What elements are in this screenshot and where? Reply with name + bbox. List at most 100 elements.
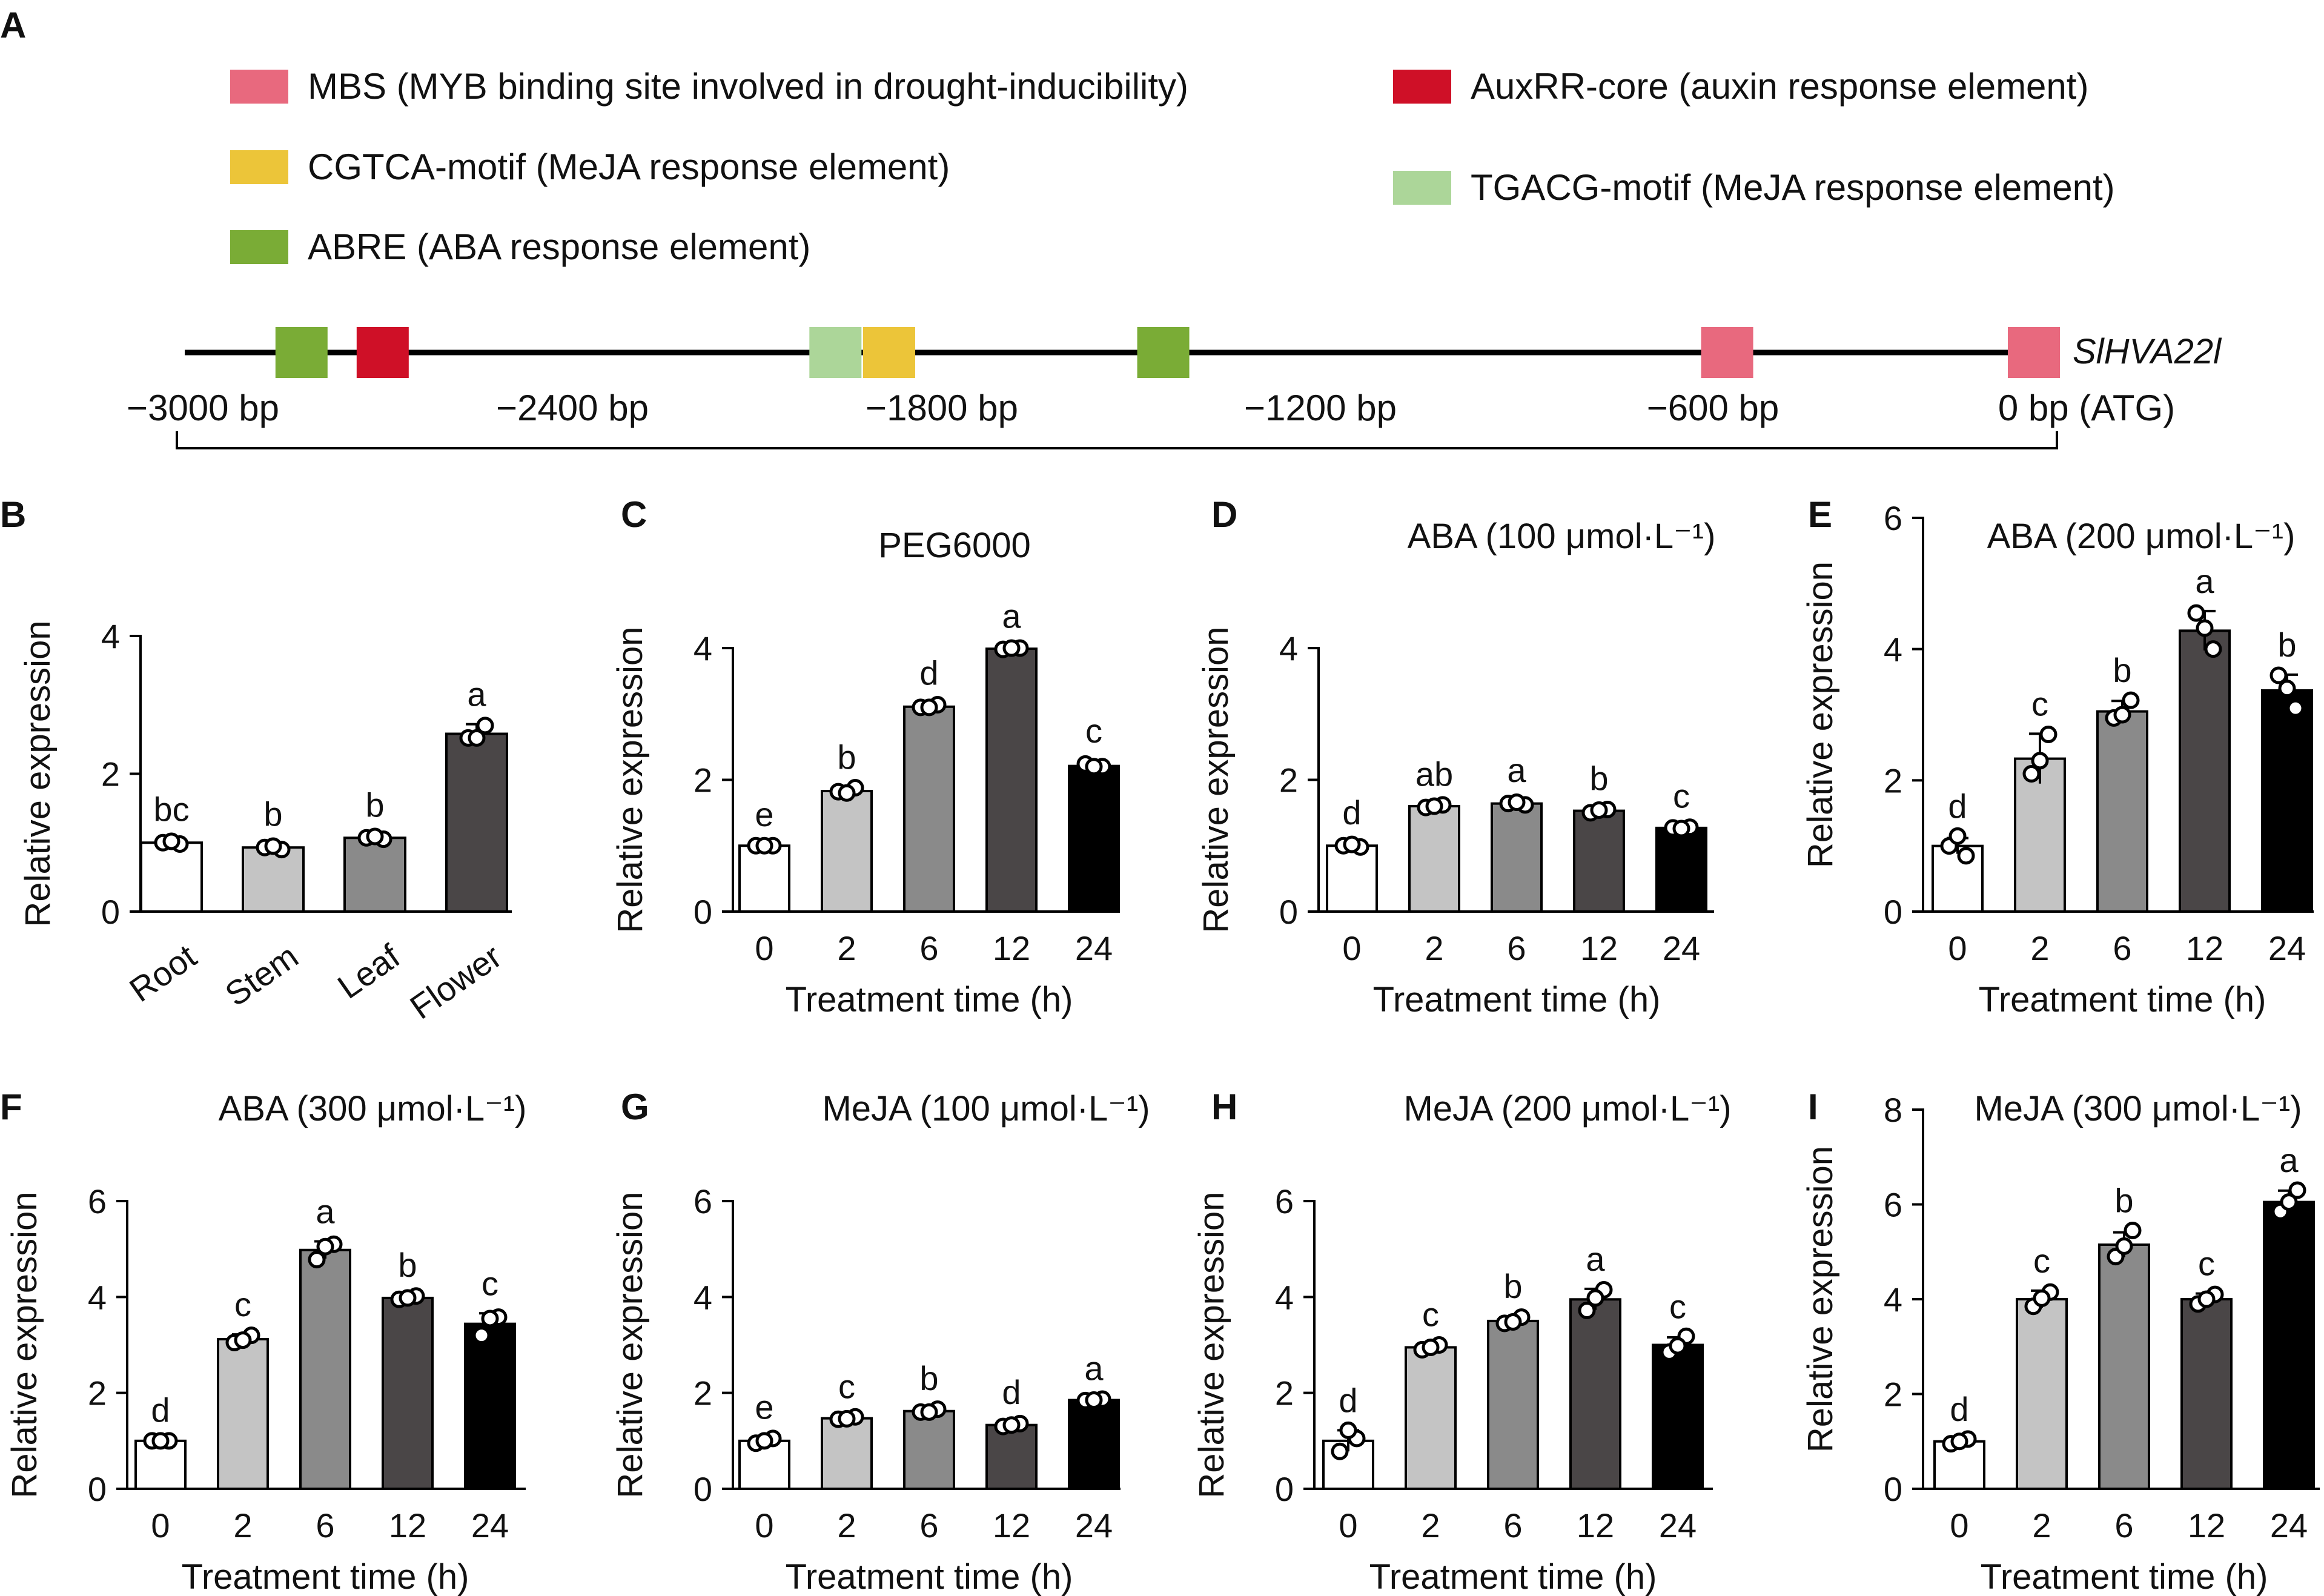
y-tick-label-g: 4 [694,1278,712,1316]
bar-f-12 [382,1296,434,1491]
bar-d-2 [1408,805,1460,913]
bar-i-6 [2098,1243,2150,1490]
data-point-i [2033,1289,2051,1307]
y-tick-label-e: 4 [1884,631,1902,669]
panel-letter-h: H [1211,1087,1237,1127]
bar-c-2 [821,789,873,913]
x-tick-label-h: 0 [1339,1506,1357,1545]
x-axis-label-d: Treatment time (h) [1373,980,1661,1019]
x-tick-label-d: 24 [1663,929,1700,967]
data-point-b [162,832,180,850]
bar-i-12 [2180,1298,2233,1490]
chart-title-g: MeJA (100 μmol·L⁻¹) [822,1089,1150,1128]
y-axis-label-i: Relative expression [1801,1146,1840,1452]
sig-label-c: c [1085,712,1102,750]
y-axis-label-g: Relative expression [611,1191,650,1498]
legend-label-cgtca: CGTCA-motif (MeJA response element) [308,147,950,187]
x-tick-label-g: 6 [919,1506,938,1545]
sig-label-f: c [234,1285,251,1323]
sig-label-c: b [837,738,856,776]
x-tick-label-i: 12 [2188,1506,2225,1545]
position-labels: −3000 bp −2400 bp −1800 bp −1200 bp −600… [127,388,2175,428]
y-tick-label-h: 2 [1275,1374,1294,1412]
y-tick-label-h: 0 [1275,1470,1294,1508]
bar-h-24 [1652,1343,1704,1490]
sig-label-f: b [398,1246,417,1284]
x-tick-label-c: 2 [837,929,856,967]
promoter-element-auxrr-core [356,327,409,378]
data-point-f [472,1326,491,1345]
x-axis-label-g: Treatment time (h) [786,1557,1073,1596]
x-tick-label-f: 24 [471,1506,509,1545]
bar-c-6 [903,705,955,913]
sig-label-g: a [1084,1349,1104,1387]
x-tick-label-f: 2 [233,1506,252,1545]
sig-label-b: bc [153,790,189,829]
data-point-b [264,837,282,855]
data-point-c [838,784,856,802]
x-tick-label-e: 0 [1948,929,1967,967]
data-point-f [234,1331,252,1349]
x-tick-label-i: 6 [2114,1506,2133,1545]
bar-d-6 [1491,802,1543,913]
panel-letter-i: I [1808,1087,1818,1127]
y-tick-label-f: 2 [88,1374,107,1412]
sig-label-i: c [2198,1245,2215,1283]
sig-label-d: ab [1415,755,1453,793]
chart-b: 0 2 4 Relative expression bc Root b Stem b Leaf a F… [18,617,512,1027]
data-point-h [1339,1421,1357,1439]
bar-i-2 [2016,1298,2068,1490]
data-point-h [1586,1289,1604,1307]
y-tick-label-i: 4 [1884,1280,1902,1319]
y-tick-label-d: 0 [1279,893,1298,931]
sig-label-h: d [1339,1381,1357,1419]
position-label: −2400 bp [496,388,649,428]
promoter-element-abre [1137,327,1190,378]
y-axis-label-c: Relative expression [611,626,650,933]
sig-label-i: d [1950,1390,1968,1428]
bar-g-2 [821,1417,873,1490]
legend-item-auxrr: AuxRR-core (auxin response element) [1393,66,2088,107]
data-point-d [1425,797,1443,815]
sig-label-g: e [755,1388,773,1426]
legend-swatch-auxrr [1393,70,1451,104]
data-point-e [2113,706,2131,724]
y-axis-label-b: Relative expression [18,620,58,927]
y-tick-label-b: 4 [101,617,120,655]
bar-h-12 [1569,1298,1621,1491]
data-point-f [316,1237,334,1256]
data-point-c [920,698,938,717]
x-axis-label-c: Treatment time (h) [786,980,1073,1019]
gene-label: SlHVA22l [2073,332,2222,371]
legend: MBS (MYB binding site involved in drough… [230,66,2115,267]
x-tick-label-i: 0 [1950,1506,1968,1545]
legend-swatch-tgacg [1393,171,1451,205]
sig-label-f: d [151,1391,170,1429]
y-axis-label-d: Relative expression [1196,626,1236,933]
x-tick-label-c: 24 [1075,929,1113,967]
data-point-i [2288,1181,2306,1199]
bar-d-0 [1326,844,1378,913]
data-point-e [2022,765,2041,783]
x-tick-label-g: 24 [1075,1506,1113,1545]
data-point-c [1002,639,1021,657]
legend-label-mbs: MBS (MYB binding site involved in drough… [308,66,1188,107]
bar-b-stem [242,846,305,913]
bar-c-24 [1068,764,1120,913]
data-point-d [1590,801,1608,820]
data-point-d [1672,820,1690,838]
data-point-i [2280,1193,2298,1211]
panel-a: A MBS (MYB binding site involved in drou… [0,5,2222,449]
x-tick-label-h: 12 [1577,1506,1614,1545]
sig-label-i: a [2279,1141,2299,1179]
x-tick-label-d: 12 [1580,929,1618,967]
data-point-b [476,717,494,735]
bar-b-flower [445,732,508,913]
panel-letter-g: G [621,1087,649,1127]
x-tick-label-c: 6 [919,929,938,967]
bar-c-0 [738,844,790,913]
bar-h-2 [1405,1346,1457,1490]
